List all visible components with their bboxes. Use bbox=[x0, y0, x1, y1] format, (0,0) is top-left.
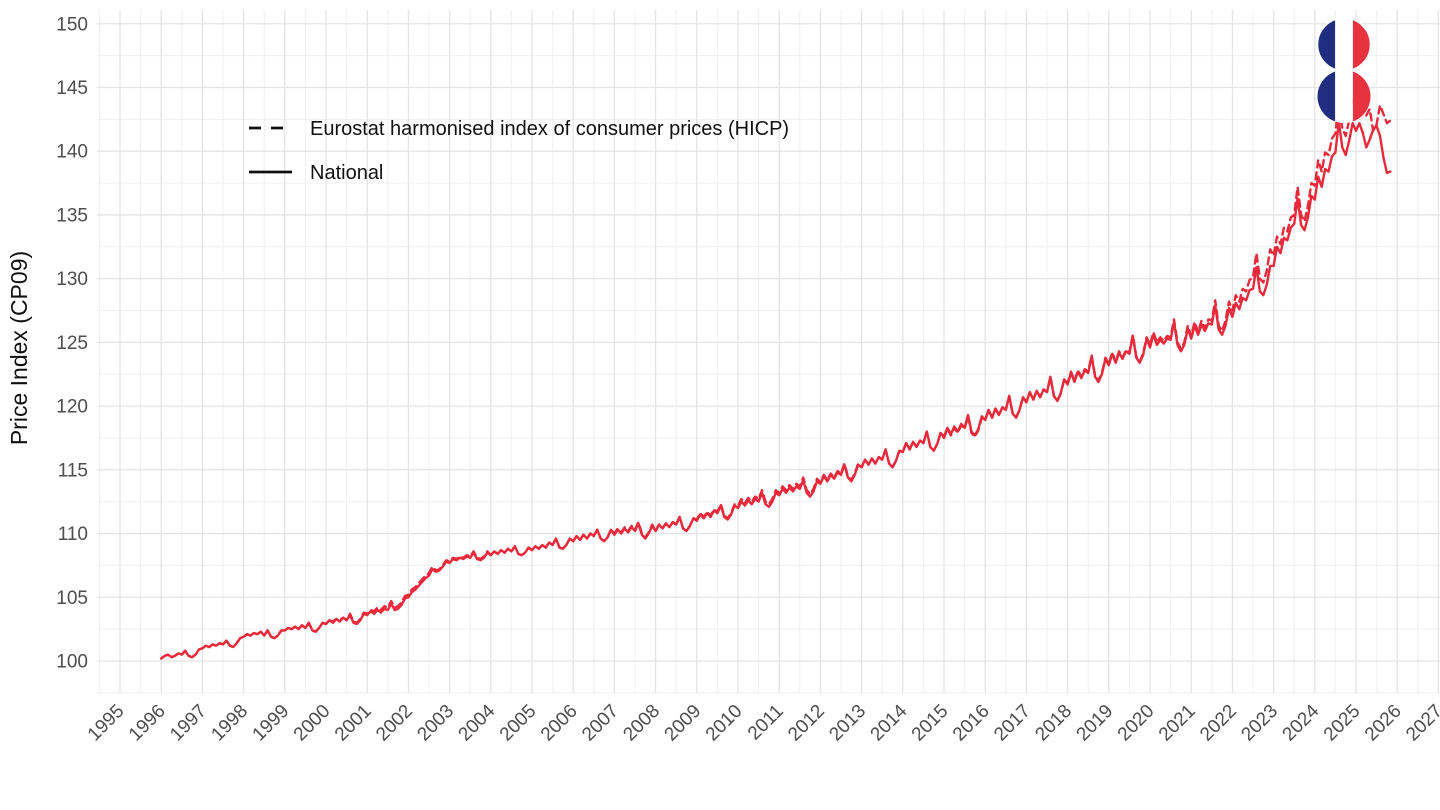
x-tick-label: 2026 bbox=[1361, 701, 1406, 746]
legend-label-national: National bbox=[310, 162, 383, 184]
x-tick-label: 2007 bbox=[578, 701, 623, 746]
legend-item-hicp: Eurostat harmonised index of consumer pr… bbox=[249, 118, 789, 140]
logo-top-circle bbox=[1317, 18, 1371, 71]
legend: Eurostat harmonised index of consumer pr… bbox=[249, 118, 789, 184]
x-tick-label: 2002 bbox=[372, 701, 417, 746]
x-tick-label: 2011 bbox=[744, 701, 788, 745]
y-tick-label: 140 bbox=[56, 142, 88, 163]
x-tick-label: 2014 bbox=[867, 700, 912, 745]
x-tick-label: 2021 bbox=[1155, 701, 1200, 746]
x-tick-label: 1998 bbox=[207, 701, 252, 746]
legend-item-national: National bbox=[249, 162, 383, 184]
x-tick-label: 2006 bbox=[537, 701, 582, 746]
logo-bottom-circle bbox=[1317, 70, 1371, 123]
y-tick-label: 145 bbox=[56, 78, 88, 99]
x-tick-label: 1999 bbox=[249, 701, 294, 746]
x-tick-label: 2027 bbox=[1402, 701, 1440, 746]
x-tick-label: 2008 bbox=[619, 701, 664, 746]
x-tick-label: 2000 bbox=[290, 701, 335, 746]
x-tick-label: 2010 bbox=[702, 701, 747, 746]
x-tick-label: 2004 bbox=[455, 700, 500, 745]
y-tick-label: 115 bbox=[58, 460, 88, 481]
y-tick-label: 130 bbox=[56, 269, 88, 290]
grid-minor-lines bbox=[97, 10, 1440, 694]
national-line bbox=[160, 120, 1392, 660]
x-tick-label: 2018 bbox=[1031, 701, 1076, 746]
y-tick-label: 125 bbox=[56, 333, 88, 354]
y-tick-label: 100 bbox=[56, 652, 88, 673]
x-tick-label: 2019 bbox=[1073, 701, 1118, 746]
x-tick-label: 2017 bbox=[990, 701, 1035, 746]
x-tick-label: 2023 bbox=[1237, 701, 1282, 746]
logo-circle-separator bbox=[1316, 17, 1372, 72]
y-axis-tick-labels: 100 105 110 115 120 125 130 135 140 145 150 bbox=[56, 14, 88, 672]
x-axis-tick-labels: 1995199619971998199920002001200220032004… bbox=[84, 700, 1440, 745]
grid-major-lines bbox=[97, 10, 1440, 693]
x-tick-label: 2003 bbox=[413, 701, 458, 746]
y-tick-label: 135 bbox=[56, 205, 88, 226]
data-series bbox=[160, 81, 1395, 660]
x-tick-label: 1995 bbox=[84, 701, 129, 746]
french-flag-logo bbox=[1316, 17, 1372, 123]
x-tick-label: 2024 bbox=[1279, 700, 1324, 745]
legend-label-hicp: Eurostat harmonised index of consumer pr… bbox=[310, 118, 789, 140]
x-tick-label: 2012 bbox=[784, 701, 829, 746]
x-tick-label: 2009 bbox=[661, 701, 706, 746]
x-tick-label: 2005 bbox=[496, 701, 541, 746]
y-tick-label: 150 bbox=[56, 14, 88, 35]
y-tick-label: 120 bbox=[56, 397, 88, 418]
x-tick-label: 2025 bbox=[1320, 701, 1365, 746]
y-axis-title: Price Index (CP09) bbox=[6, 251, 32, 445]
x-tick-label: 2001 bbox=[331, 701, 376, 746]
y-tick-label: 105 bbox=[56, 588, 88, 609]
x-tick-label: 2022 bbox=[1196, 701, 1241, 746]
x-tick-label: 2015 bbox=[908, 701, 953, 746]
y-tick-label: 110 bbox=[58, 524, 88, 545]
x-tick-label: 1996 bbox=[125, 701, 170, 746]
x-tick-label: 2016 bbox=[949, 701, 994, 746]
x-tick-label: 2020 bbox=[1114, 701, 1159, 746]
x-tick-label: 2013 bbox=[825, 701, 870, 746]
x-tick-label: 1997 bbox=[166, 701, 211, 746]
